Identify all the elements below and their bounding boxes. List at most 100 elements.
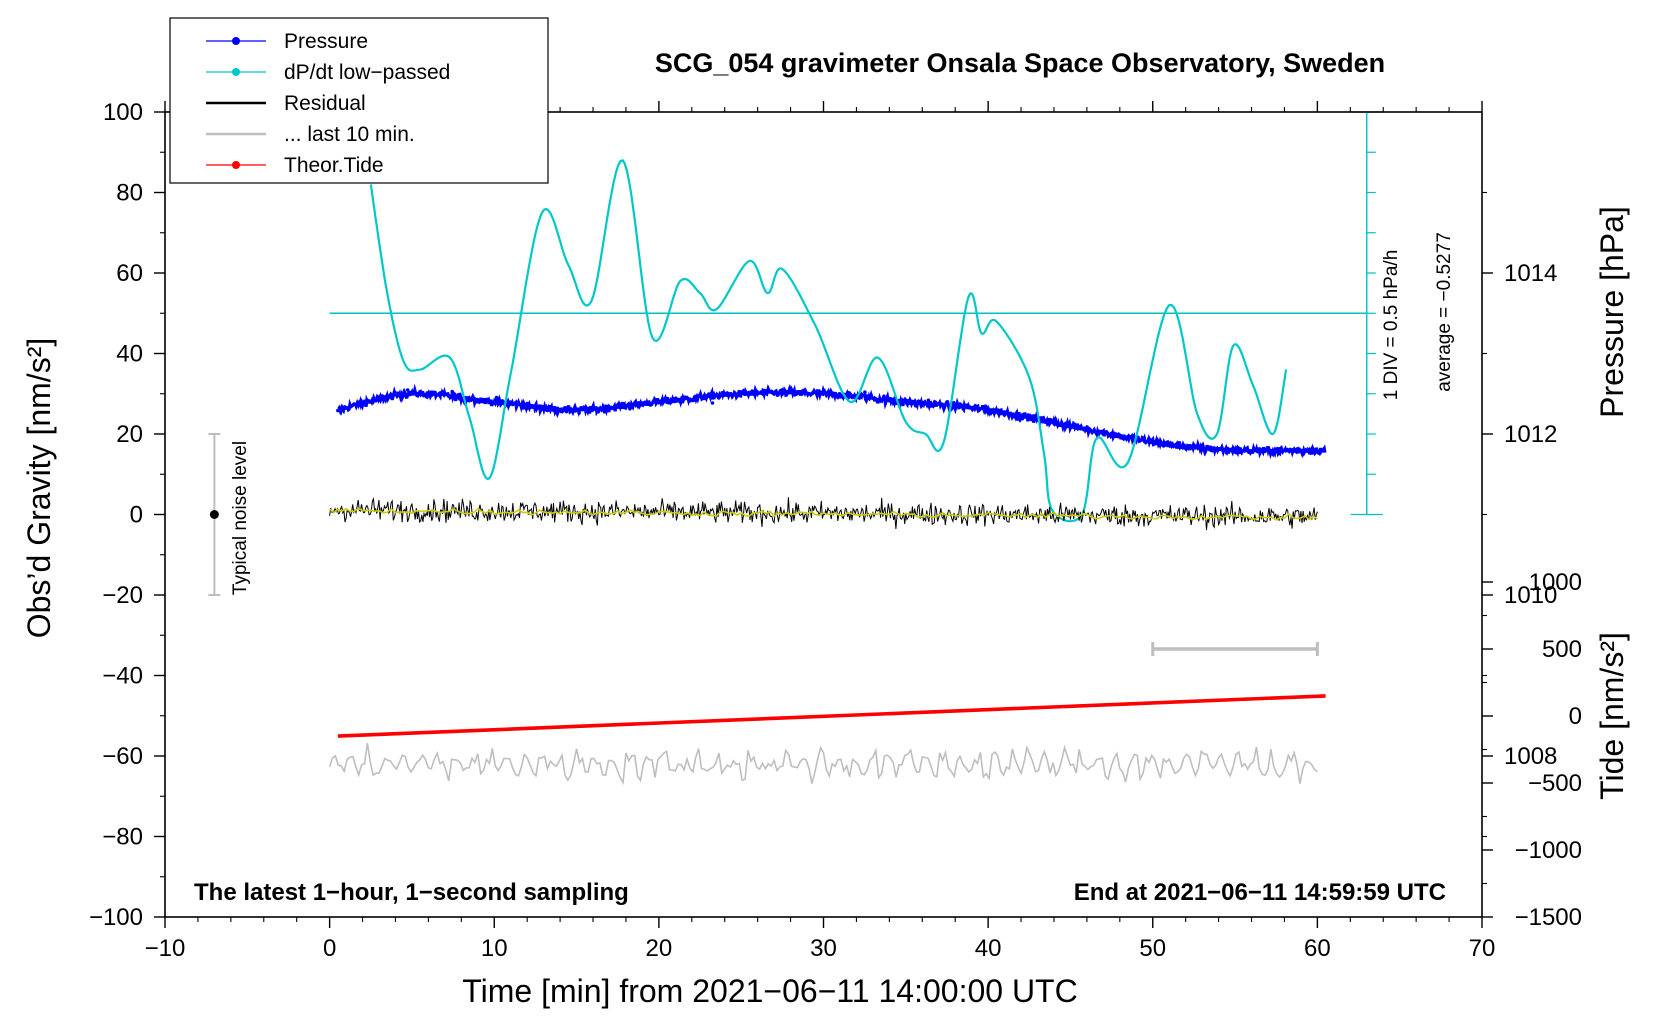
pressure-point — [786, 390, 791, 395]
x-tick-label: −10 — [145, 935, 186, 962]
pressure-point — [425, 395, 429, 399]
legend-label-pressure: Pressure — [284, 30, 368, 53]
pressure-point — [399, 395, 404, 399]
pressure-point — [990, 410, 994, 414]
pressure-point — [710, 401, 715, 405]
pressure-point — [412, 391, 416, 396]
pressure-point — [1225, 451, 1229, 455]
y-axis-label-tide: Tide [nm/s²] — [1594, 632, 1630, 800]
pressure-point — [418, 390, 423, 395]
pressure-point — [958, 402, 962, 406]
tide-series — [337, 694, 1326, 738]
pressure-point — [583, 405, 588, 410]
pressure-point — [1161, 443, 1166, 448]
pressure-point — [545, 408, 550, 413]
pressure-point — [685, 396, 689, 400]
x-tick-label: 60 — [1304, 935, 1331, 962]
pressure-point — [1117, 432, 1121, 437]
pressure-point — [678, 400, 683, 405]
pressure-point — [907, 398, 912, 403]
pressure-point — [774, 389, 778, 394]
pressure-point — [431, 390, 435, 395]
pressure-point — [653, 398, 658, 403]
y-tick-label-left: 20 — [116, 421, 143, 448]
pressure-point — [1021, 412, 1026, 417]
pressure-point — [996, 411, 1000, 415]
noise-bar-center — [209, 510, 219, 519]
pressure-point — [882, 394, 886, 399]
pressure-point — [723, 392, 727, 397]
pressure-point — [1066, 422, 1070, 427]
y-tick-label-left: 40 — [116, 341, 143, 368]
pressure-point — [666, 400, 670, 405]
y-tick-label-tide: −1000 — [1515, 837, 1582, 864]
pressure-point — [482, 399, 486, 404]
noise-level-label: Typical noise level — [230, 441, 251, 595]
pressure-point — [1174, 444, 1178, 449]
x-axis-label: Time [min] from 2021−06−11 14:00:00 UTC — [462, 973, 1077, 1009]
pressure-point — [863, 390, 867, 395]
y-tick-label-pressure: 1012 — [1504, 421, 1557, 448]
y-tick-label-left: −40 — [102, 663, 143, 690]
pressure-point — [513, 401, 518, 405]
pressure-point — [831, 391, 835, 396]
pressure-point — [977, 407, 981, 411]
pressure-point — [736, 393, 740, 397]
pressure-point — [1110, 431, 1115, 436]
pressure-point — [1059, 421, 1064, 425]
pressure-point — [405, 388, 410, 392]
pressure-point — [1155, 437, 1159, 442]
pressure-point — [1307, 450, 1312, 455]
pressure-point — [393, 390, 397, 395]
pressure-point — [1129, 435, 1134, 440]
pressure-point — [532, 406, 537, 410]
pressure-point — [742, 391, 746, 396]
pressure-point — [869, 393, 873, 398]
legend-box — [169, 17, 549, 184]
pressure-point — [609, 405, 613, 410]
pressure-point — [983, 404, 988, 409]
pressure-point — [1301, 451, 1305, 455]
pressure-point — [1269, 449, 1274, 453]
pressure-point — [361, 401, 366, 405]
pressure-point — [793, 392, 797, 397]
pressure-point — [1199, 447, 1204, 452]
y-tick-label-left: −80 — [102, 824, 143, 851]
pressure-point — [1320, 448, 1324, 453]
legend: Pressure dP/dt low−passed Residual ... l… — [169, 17, 549, 184]
pressure-point — [469, 397, 474, 401]
pressure-point — [615, 404, 619, 408]
x-tick-label: 0 — [323, 935, 336, 962]
y-tick-label-left: 0 — [130, 502, 143, 529]
legend-marker — [232, 37, 240, 45]
pressure-point — [767, 390, 772, 394]
pressure-point — [1263, 449, 1267, 454]
pressure-point — [539, 407, 543, 412]
legend-marker — [232, 68, 240, 76]
pressure-point — [659, 399, 664, 404]
pressure-point — [526, 405, 531, 410]
pressure-point — [837, 392, 842, 396]
pressure-point — [1180, 445, 1185, 450]
pressure-point — [1053, 417, 1058, 422]
y-tick-label-pressure: 1014 — [1504, 260, 1557, 287]
pressure-point — [1288, 448, 1293, 453]
pressure-point — [875, 400, 880, 404]
pressure-point — [1212, 448, 1216, 452]
y-tick-label-tide: 1000 — [1529, 569, 1582, 596]
pressure-point — [1079, 424, 1083, 429]
residual-smoothed-series — [329, 507, 1318, 521]
pressure-point — [939, 402, 943, 406]
pressure-point — [507, 402, 512, 407]
pressure-point — [628, 406, 632, 411]
pressure-point — [691, 398, 696, 403]
y-tick-label-left: 80 — [116, 180, 143, 207]
legend-label-dpdt: dP/dt low−passed — [284, 61, 450, 84]
pressure-point — [780, 388, 785, 392]
y-tick-label-tide: 500 — [1542, 636, 1582, 663]
pressure-point — [552, 408, 556, 413]
pressure-point — [818, 391, 823, 395]
pressure-point — [1186, 446, 1191, 451]
pressure-point — [913, 404, 918, 408]
